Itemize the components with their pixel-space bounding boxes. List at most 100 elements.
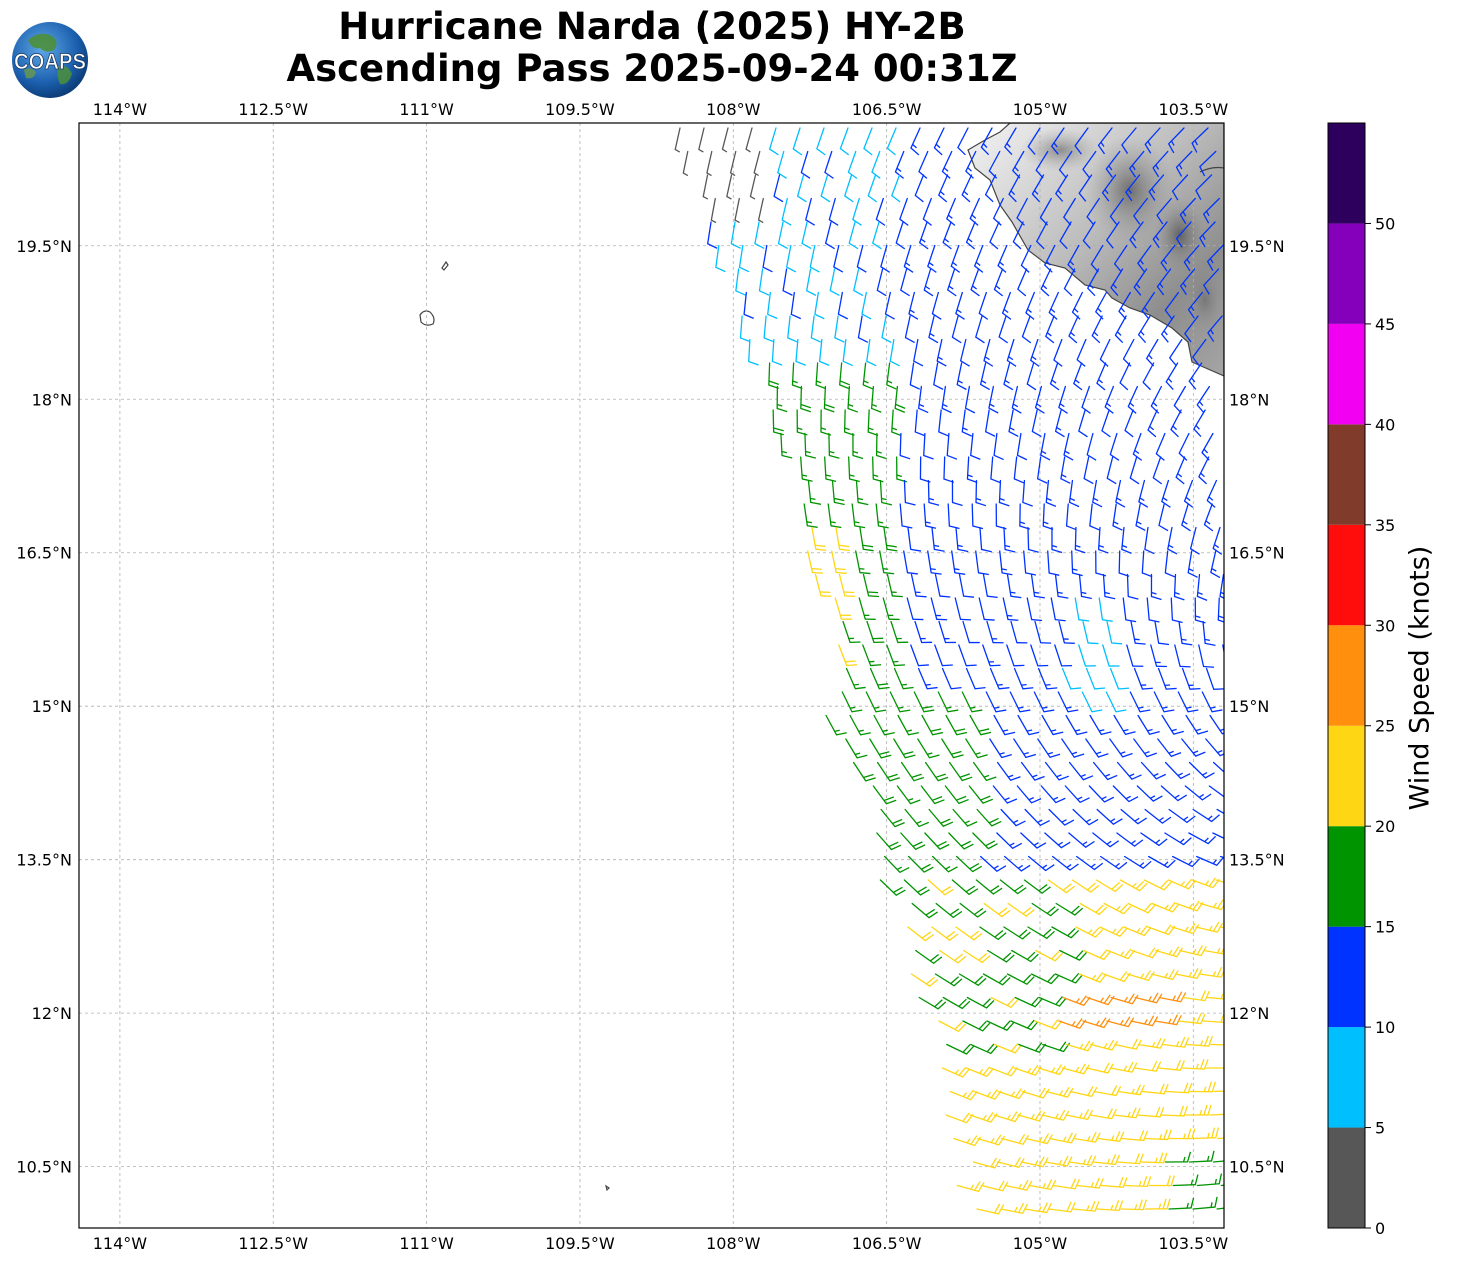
wind-barb bbox=[1201, 691, 1223, 713]
wind-barb bbox=[903, 479, 916, 506]
wind-barb bbox=[1167, 878, 1196, 890]
wind-barb bbox=[1048, 808, 1075, 826]
wind-barb bbox=[880, 808, 905, 828]
wind-barb bbox=[1207, 315, 1223, 342]
wind-barb bbox=[872, 221, 882, 250]
wind-barb bbox=[1063, 432, 1074, 461]
wind-barb bbox=[1102, 971, 1131, 982]
wind-barb bbox=[965, 1066, 994, 1078]
wind-barb bbox=[875, 432, 887, 460]
wind-barb bbox=[879, 550, 895, 575]
wind-barb bbox=[1058, 1018, 1087, 1029]
wind-barb bbox=[911, 902, 939, 919]
wind-barb bbox=[934, 644, 953, 667]
title-line-2: Ascending Pass 2025-09-24 00:31Z bbox=[286, 47, 1018, 90]
wind-barb bbox=[1088, 785, 1115, 803]
wind-barb bbox=[1069, 1086, 1098, 1098]
wind-barb bbox=[992, 197, 1004, 226]
wind-barb bbox=[1013, 667, 1034, 690]
wind-barb bbox=[1030, 573, 1045, 599]
land-mexico bbox=[967, 123, 1224, 377]
wind-barb bbox=[1081, 385, 1091, 414]
wind-barb bbox=[1184, 785, 1212, 801]
wind-barb bbox=[768, 362, 780, 389]
wind-barb bbox=[1196, 573, 1208, 601]
wind-barb bbox=[706, 150, 713, 177]
wind-barb bbox=[1034, 385, 1045, 414]
wind-barb bbox=[847, 385, 859, 413]
wind-barb bbox=[777, 150, 787, 179]
wind-barb bbox=[930, 597, 948, 621]
lon-tick-label-top: 105°W bbox=[1013, 100, 1068, 119]
colorbar-tick-label: 10 bbox=[1375, 1018, 1395, 1037]
colorbar-label: Wind Speed (knots) bbox=[1404, 545, 1436, 811]
wind-barb bbox=[1089, 503, 1100, 531]
wind-barb bbox=[1007, 902, 1035, 917]
wind-barb bbox=[1078, 644, 1096, 667]
wind-barb bbox=[951, 879, 979, 896]
wind-barb bbox=[1085, 1062, 1114, 1074]
wind-barb bbox=[1026, 597, 1043, 622]
wind-barb bbox=[919, 221, 929, 250]
wind-barb bbox=[904, 315, 915, 344]
lat-tick-label-left: 19.5°N bbox=[16, 237, 72, 256]
wind-barb bbox=[1196, 1173, 1223, 1187]
wind-barb bbox=[1004, 1179, 1033, 1191]
wind-barb bbox=[1138, 479, 1149, 508]
wind-barb bbox=[882, 597, 900, 621]
wind-barb bbox=[1132, 432, 1143, 461]
wind-barb bbox=[1064, 785, 1090, 803]
wind-barb bbox=[1145, 1129, 1172, 1141]
wind-barb bbox=[1017, 714, 1040, 736]
wind-barb bbox=[749, 174, 757, 200]
wind-barb bbox=[876, 761, 901, 782]
lat-tick-label-left: 10.5°N bbox=[16, 1158, 72, 1177]
wind-barb bbox=[1092, 479, 1103, 508]
wind-barb bbox=[1129, 221, 1144, 249]
wind-barb bbox=[958, 573, 975, 598]
wind-barb bbox=[795, 338, 806, 366]
wind-barb bbox=[1016, 432, 1028, 461]
wind-barb bbox=[811, 526, 827, 552]
wind-barb bbox=[1181, 738, 1206, 757]
wind-barb bbox=[952, 808, 978, 827]
wind-barb bbox=[917, 738, 940, 759]
colorbar-tick-label: 40 bbox=[1375, 415, 1395, 434]
wind-barb bbox=[872, 456, 884, 483]
wind-barb bbox=[1057, 691, 1079, 713]
wind-barb bbox=[849, 714, 871, 736]
wind-barb bbox=[851, 503, 866, 529]
wind-barb bbox=[1109, 738, 1133, 758]
wind-barb bbox=[1170, 597, 1183, 624]
wind-barb bbox=[937, 691, 959, 713]
wind-barb bbox=[1121, 1130, 1149, 1142]
wind-barb bbox=[979, 526, 992, 553]
wind-barb bbox=[800, 385, 812, 413]
wind-barb bbox=[1031, 174, 1045, 203]
wind-barb bbox=[908, 291, 919, 320]
wind-barb bbox=[910, 644, 929, 667]
wind-barb bbox=[944, 785, 969, 804]
wind-barb bbox=[996, 761, 1021, 781]
wind-barb bbox=[956, 1181, 985, 1192]
wind-barb bbox=[924, 832, 950, 850]
wind-barb bbox=[941, 738, 964, 759]
wind-barb bbox=[735, 268, 746, 296]
wind-barb bbox=[1092, 1154, 1121, 1166]
wind-barb bbox=[966, 996, 995, 1009]
wind-barb bbox=[1202, 1012, 1224, 1024]
wind-barb bbox=[1178, 620, 1193, 646]
wind-barb bbox=[1078, 573, 1092, 600]
wind-barb bbox=[983, 902, 1011, 918]
wind-barb bbox=[982, 573, 998, 599]
wind-barb bbox=[966, 456, 978, 484]
wind-barb bbox=[1061, 1063, 1090, 1075]
wind-barb bbox=[990, 456, 1001, 484]
wind-barb bbox=[1116, 761, 1142, 780]
wind-barb bbox=[1175, 900, 1204, 912]
wind-barb bbox=[884, 291, 895, 320]
wind-barb bbox=[1181, 503, 1191, 532]
wind-barb bbox=[1173, 385, 1187, 414]
colorbar-bin bbox=[1328, 926, 1365, 1028]
wind-barb bbox=[907, 926, 935, 942]
